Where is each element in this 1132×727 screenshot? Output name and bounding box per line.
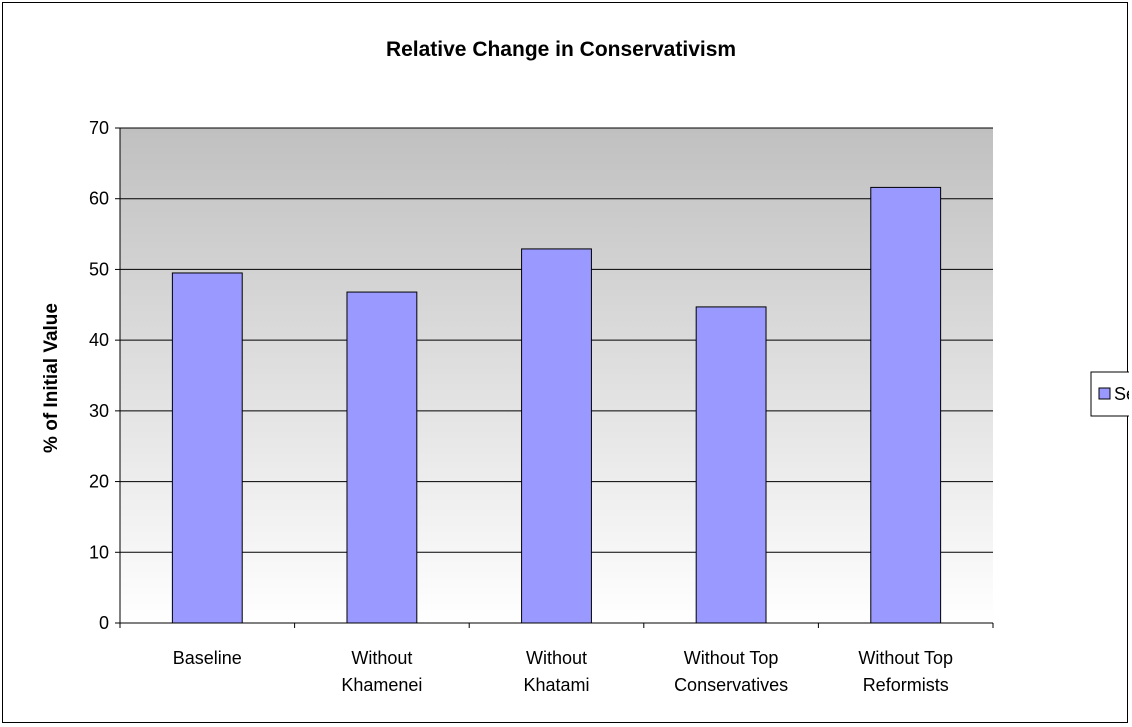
category-label: Without Top Reformists xyxy=(858,648,953,695)
legend: Series1 xyxy=(1090,371,1129,417)
category-label-line: Khamenei xyxy=(341,675,422,695)
category-label: Without Top Conservatives xyxy=(674,648,788,695)
bar xyxy=(695,306,767,624)
axes xyxy=(115,127,994,628)
legend-swatch xyxy=(1098,387,1111,400)
category-label-line: Without xyxy=(351,648,412,668)
category-label-line: Without Top xyxy=(858,648,953,668)
category-label: Baseline xyxy=(173,648,242,668)
y-tick-label: 40 xyxy=(89,330,109,350)
chart-title: Relative Change in Conservativism xyxy=(386,38,736,61)
bar xyxy=(171,272,243,624)
category-label: Without Khamenei xyxy=(341,648,422,695)
bar xyxy=(346,291,418,624)
chart-svg: Relative Change in Conservativism 0 10 20 3… xyxy=(41,38,1129,695)
y-tick-label: 20 xyxy=(89,472,109,492)
category-label-line: Reformists xyxy=(863,675,949,695)
y-tick-label: 70 xyxy=(89,118,109,138)
category-label: Without Khatami xyxy=(523,648,589,695)
bar xyxy=(521,248,592,624)
y-tick-label: 60 xyxy=(89,189,109,209)
category-label-line: Baseline xyxy=(173,648,242,668)
y-tick-label: 10 xyxy=(89,542,109,562)
bar xyxy=(870,186,942,624)
y-tick-labels: 0 10 20 30 40 50 60 70 xyxy=(89,118,109,633)
legend-label: Series1 xyxy=(1114,384,1129,404)
y-tick-label: 30 xyxy=(89,401,109,421)
category-label-line: Khatami xyxy=(523,675,589,695)
y-tick-label: 0 xyxy=(99,613,109,633)
category-label-line: Without Top xyxy=(684,648,779,668)
y-axis-label: % of Initial Value xyxy=(41,303,62,453)
y-tick-label: 50 xyxy=(89,259,109,279)
category-label-line: Conservatives xyxy=(674,675,788,695)
category-label-line: Without xyxy=(526,648,587,668)
